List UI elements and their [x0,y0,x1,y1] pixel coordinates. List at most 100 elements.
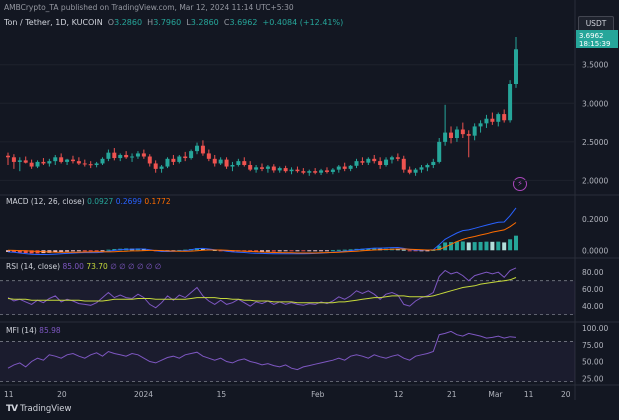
macd-histogram-bar [301,250,306,252]
price-axis-tick: 3.0000 [582,99,608,108]
macd-histogram-bar [348,249,353,251]
candle-body [330,169,335,172]
candle-body [372,158,377,162]
candle-body [41,161,46,164]
macd-histogram-bar [443,242,448,251]
candle-body [449,132,454,138]
symbol-pair: Ton / Tether, 1D, KUCOIN [4,18,103,27]
candle-body [147,156,152,164]
candle-body [70,159,75,162]
candle-body [242,161,247,165]
rsi-band-fill [0,280,575,315]
candle-body [319,170,324,173]
macd-histogram-bar [313,250,318,252]
candle-body [171,158,176,162]
last-price-label: 3.6962 [579,32,604,40]
candle-body [248,165,253,170]
macd-histogram-bar [319,250,324,252]
macd-histogram-bar [454,241,459,251]
countdown-label: 18:15:39 [579,40,610,48]
high-label: H [147,18,154,27]
rsi-legend: RSI (14, close) 85.00 73.70 ∅ ∅ ∅ ∅ ∅ ∅ [6,262,161,271]
time-axis-tick: 15 [217,390,227,399]
candle-body [378,161,383,165]
candle-body [484,118,489,124]
rsi-placeholders: ∅ ∅ ∅ ∅ ∅ ∅ [110,262,162,271]
candle-body [295,169,300,172]
mfi-line [7,330,517,371]
candle-body [419,167,424,170]
candle-body [354,161,359,166]
macd-histogram-bar [6,250,10,252]
macd-histogram-bar [76,250,81,252]
candle-body [366,158,371,163]
macd-signal-line [7,222,517,254]
time-axis-tick: 11 [524,390,534,399]
macd-histogram-bar [106,249,111,251]
rsi-ma-value: 73.70 [86,262,108,271]
macd-histogram-bar [401,249,406,251]
time-axis-tick: 20 [57,390,67,399]
macd-histogram-bar [283,250,288,252]
publisher-caption: AMBCrypto_TA published on TradingView.co… [4,3,294,12]
macd-histogram-bar [195,248,200,251]
candle-body [413,169,418,173]
rsi-value: 85.00 [62,262,84,271]
macd-histogram-bar [330,250,335,252]
macd-histogram-bar [271,250,276,252]
macd-histogram-bar [70,250,75,252]
candle-body [283,168,288,172]
macd-histogram-bar [82,250,87,252]
time-axis-tick: Mar [488,390,503,399]
macd-histogram-bar [372,248,377,251]
macd-histogram-bar [449,242,454,251]
candle-body [53,157,58,162]
candle-body [324,170,329,172]
candle-body [336,166,341,170]
macd-histogram-bar [466,242,471,251]
candle-body [384,159,389,165]
macd-histogram-bar [413,250,418,252]
symbol-bar: Ton / Tether, 1D, KUCOIN O3.2860 H3.7960… [4,18,343,27]
candle-body [59,157,64,162]
candle-body [130,156,135,158]
mfi-axis-tick: 25.00 [582,374,604,383]
candle-body [224,159,229,167]
lightning-icon[interactable]: ⚡ [513,177,527,191]
mfi-value: 85.98 [39,326,61,335]
candle-body [94,163,99,165]
macd-histogram-bar [460,241,465,251]
candle-body [189,151,194,159]
open-label: O [107,18,115,27]
macd-histogram-bar [342,249,347,251]
candle-body [100,158,105,164]
macd-histogram-bar [200,248,205,251]
macd-legend: MACD (12, 26, close) 0.0927 0.2699 0.177… [6,197,171,206]
candle-body [348,165,353,169]
candle-body [177,156,182,162]
candle-body [443,132,448,142]
candle-body [431,161,436,165]
close-label: C [223,18,230,27]
mfi-axis-tick: 75.00 [582,341,604,350]
candle-body [490,118,495,122]
macd-histogram-bar [484,241,489,251]
mfi-axis-tick: 50.00 [582,358,604,367]
time-axis-tick: 2024 [134,390,153,399]
candle-body [407,169,412,173]
candle-body [254,167,259,170]
candle-body [135,153,140,157]
macd-histogram-bar [112,249,117,251]
low-label: L [186,18,191,27]
macd-histogram-bar [295,250,300,252]
macd-signal-value: 0.1772 [144,197,171,206]
mfi-axis-tick: 100.00 [582,324,608,333]
macd-histogram-bar [94,250,99,252]
candle-body [307,171,312,173]
macd-histogram-bar [336,249,341,251]
macd-histogram-bar [425,250,430,252]
candle-body [236,161,241,165]
macd-histogram-bar [88,250,93,252]
tradingview-logo[interactable]: TV TradingView [6,404,71,414]
